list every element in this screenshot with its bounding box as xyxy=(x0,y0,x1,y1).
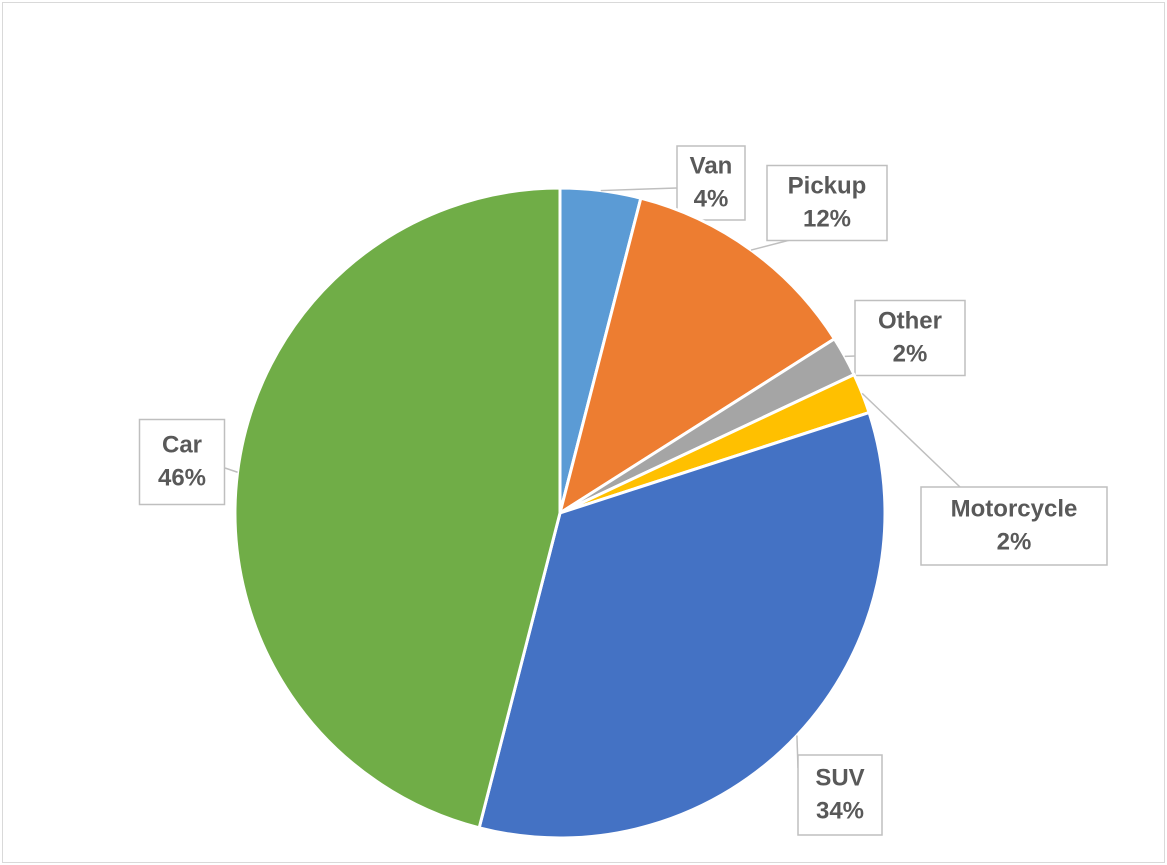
data-label: 34% xyxy=(816,797,864,824)
callout-line xyxy=(861,392,961,488)
label-box xyxy=(138,418,226,506)
data-label: 4% xyxy=(694,185,729,212)
pie-slice xyxy=(557,196,837,517)
data-label: 2% xyxy=(997,528,1032,555)
label-box xyxy=(676,145,746,221)
category-label: Other xyxy=(878,307,942,334)
category-label: SUV xyxy=(815,764,864,791)
label-box xyxy=(766,164,888,242)
data-label: 2% xyxy=(893,340,928,367)
callout-line xyxy=(224,467,238,473)
data-label: 12% xyxy=(803,205,851,232)
label-box xyxy=(920,486,1108,566)
category-label: Pickup xyxy=(788,172,867,199)
data-label: 46% xyxy=(158,464,206,491)
label-box xyxy=(854,299,966,377)
callout-line xyxy=(750,239,791,251)
category-label: Motorcycle xyxy=(951,495,1078,522)
category-label: Van xyxy=(690,152,733,179)
category-label: Car xyxy=(162,431,202,458)
pie-slice xyxy=(477,410,887,840)
callout-line xyxy=(600,187,678,192)
pie-slice xyxy=(233,186,562,830)
label-box xyxy=(797,754,883,836)
